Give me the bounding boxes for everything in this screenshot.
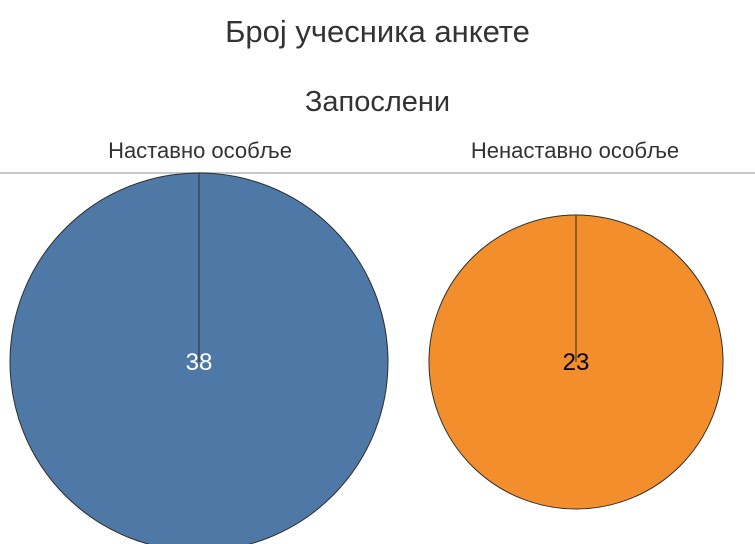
pie-value-label-1: 38 (186, 349, 213, 376)
pie-group: 38 23 (9, 172, 724, 544)
column-label-non-teaching-staff: Ненаставно особље (470, 138, 680, 163)
pie-value-label-2: 23 (563, 349, 590, 376)
column-label-teaching-staff: Наставно особље (108, 138, 292, 163)
chart-subtitle: Запослени (304, 86, 451, 118)
chart-title: Број учесника анкете (225, 14, 530, 49)
